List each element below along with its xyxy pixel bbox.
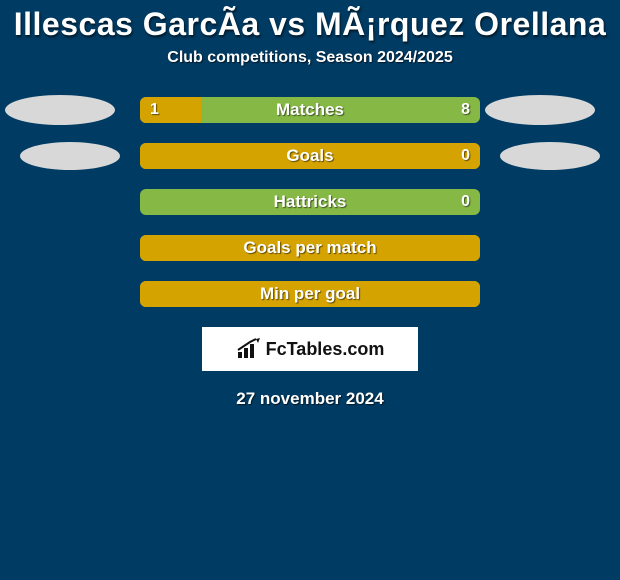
player2-ellipse: [500, 142, 600, 170]
brand-text: FcTables.com: [266, 339, 385, 360]
bar-label: Hattricks: [140, 189, 480, 215]
comparison-infographic: Illescas GarcÃ­a vs MÃ¡rquez Orellana Cl…: [0, 0, 620, 580]
chart-area: Matches18Goals0Hattricks0Goals per match…: [0, 97, 620, 307]
stat-bar: Min per goal: [140, 281, 480, 307]
stat-bar: Goals0: [140, 143, 480, 169]
player1-ellipse: [20, 142, 120, 170]
bar-label: Goals: [140, 143, 480, 169]
stat-bar: Goals per match: [140, 235, 480, 261]
stat-bar: Matches1 8: [140, 97, 480, 123]
bar-label: Min per goal: [140, 281, 480, 307]
brand-box: FcTables.com: [202, 327, 418, 371]
player1-ellipse: [5, 95, 115, 125]
bar-value-right: 0: [461, 143, 470, 169]
page-title: Illescas GarcÃ­a vs MÃ¡rquez Orellana: [0, 6, 620, 43]
bar-value-right: 8: [461, 97, 470, 123]
chart-growth-icon: [236, 338, 262, 360]
bar-value-left: 1: [150, 97, 159, 123]
bar-value-right: 0: [461, 189, 470, 215]
player2-ellipse: [485, 95, 595, 125]
bar-rows: Matches18Goals0Hattricks0Goals per match…: [140, 97, 480, 307]
bar-label: Matches: [140, 97, 480, 123]
stat-bar: Hattricks0: [140, 189, 480, 215]
date-line: 27 november 2024: [0, 389, 620, 409]
bar-label: Goals per match: [140, 235, 480, 261]
subtitle: Club competitions, Season 2024/2025: [0, 49, 620, 67]
